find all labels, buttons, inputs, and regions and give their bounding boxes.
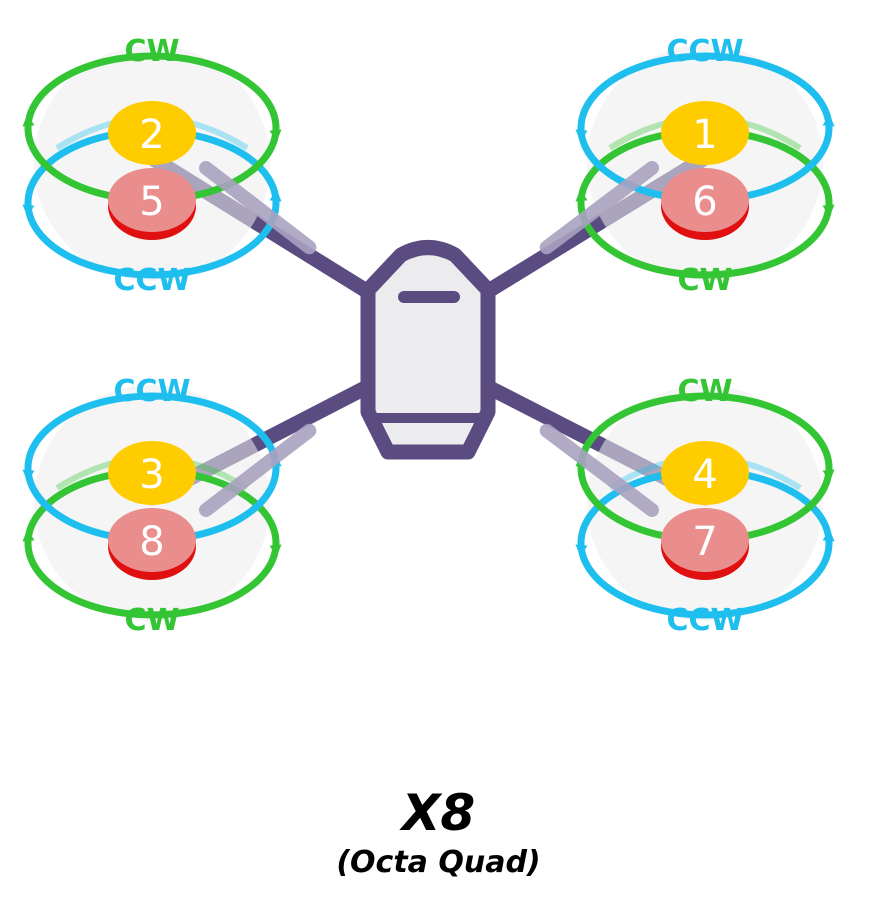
bottom-motor-number: 8 bbox=[139, 519, 164, 565]
motor-pair-front-right: 6 1 CCW CW bbox=[539, 34, 835, 298]
top-ring-arrow-right bbox=[822, 114, 835, 147]
top-motor-number: 4 bbox=[692, 452, 717, 498]
top-rotation-label: CCW bbox=[666, 34, 743, 69]
bottom-ring-arrow-right bbox=[822, 529, 835, 562]
motor-pair-rear-right: 7 4 CW CCW bbox=[539, 374, 835, 638]
arm-tip bbox=[539, 423, 659, 517]
bottom-rotation-label: CW bbox=[677, 263, 732, 298]
top-ring-arrow-left bbox=[22, 114, 35, 147]
bottom-ring-arrow-left bbox=[22, 184, 35, 217]
arm-tip bbox=[199, 423, 317, 517]
diagram-subtitle: (Octa Quad) bbox=[336, 845, 541, 880]
bottom-motor bbox=[661, 508, 749, 572]
top-motor bbox=[108, 441, 196, 505]
top-ring-arrow-left bbox=[575, 109, 588, 142]
bottom-motor bbox=[108, 508, 196, 572]
center-body bbox=[360, 240, 496, 460]
top-motor-number: 1 bbox=[692, 112, 717, 158]
top-motor-number: 2 bbox=[139, 112, 164, 158]
top-rotation-label: CW bbox=[124, 34, 179, 69]
bottom-motor bbox=[661, 168, 749, 232]
motor-pair-rear-left: 8 3 CCW CW bbox=[22, 374, 317, 638]
bottom-rotation-label: CCW bbox=[666, 603, 743, 638]
arm-tip bbox=[539, 161, 659, 255]
diagram-title: X8 bbox=[401, 784, 476, 842]
bottom-rotation-label: CCW bbox=[113, 263, 190, 298]
motor-pair-front-left: 5 2 CW CCW bbox=[22, 34, 317, 298]
top-ring-arrow-left bbox=[22, 449, 35, 482]
bottom-ring-arrow-right bbox=[822, 184, 835, 217]
top-rotation-label: CW bbox=[677, 374, 732, 409]
top-motor bbox=[108, 101, 196, 165]
top-motor bbox=[661, 101, 749, 165]
top-rotation-label: CCW bbox=[113, 374, 190, 409]
arm-tip bbox=[199, 161, 317, 255]
bottom-motor bbox=[108, 168, 196, 232]
bottom-rotation-label: CW bbox=[124, 603, 179, 638]
top-motor-number: 3 bbox=[139, 452, 164, 498]
bottom-motor-number: 5 bbox=[139, 179, 164, 225]
top-ring-arrow-right bbox=[269, 109, 282, 142]
bottom-ring-arrow-right bbox=[269, 524, 282, 557]
top-ring-arrow-right bbox=[822, 449, 835, 482]
top-motor bbox=[661, 441, 749, 505]
bottom-motor-number: 6 bbox=[692, 179, 717, 225]
bottom-ring-arrow-left bbox=[22, 529, 35, 562]
bottom-motor-number: 7 bbox=[692, 519, 717, 565]
bottom-ring-arrow-left bbox=[575, 524, 588, 557]
